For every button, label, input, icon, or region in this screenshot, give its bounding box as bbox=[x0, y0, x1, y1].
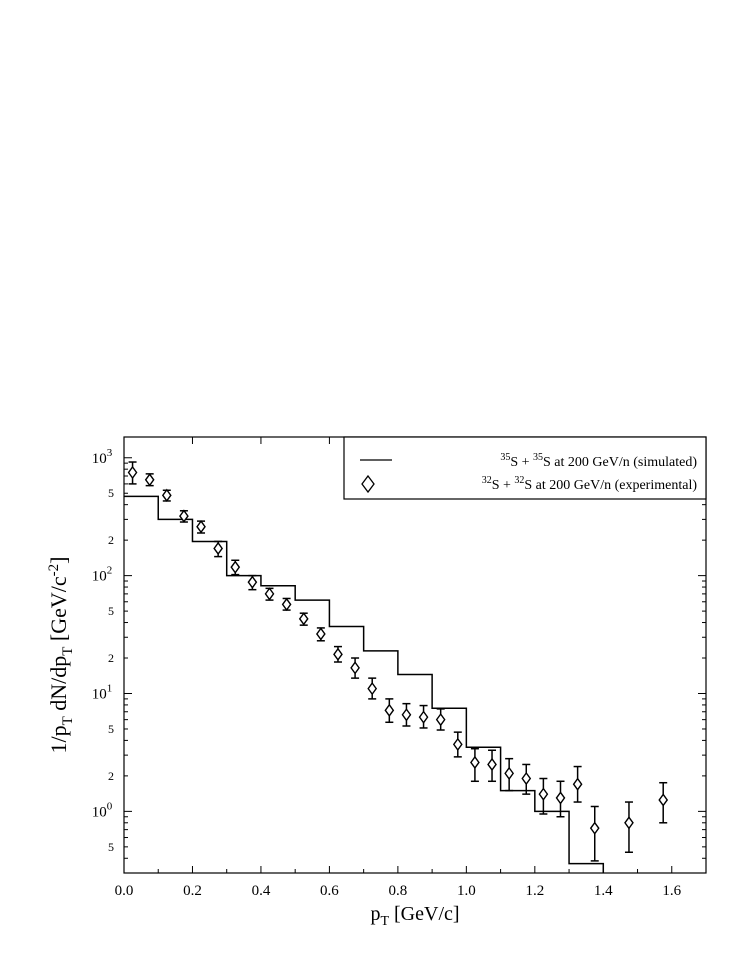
simulated-histogram-line bbox=[124, 495, 605, 873]
diamond-marker bbox=[144, 473, 155, 487]
y-axis: 100 101 102 103 5 2 5 2 5 2 5 bbox=[92, 447, 706, 874]
y-axis-label: 1/pT dN/dpT [GeV/c-2] bbox=[46, 556, 76, 753]
experimental-point bbox=[281, 597, 292, 612]
diamond-marker bbox=[230, 560, 241, 574]
diamond-marker bbox=[264, 587, 275, 601]
diamond-marker bbox=[452, 737, 463, 752]
experimental-point bbox=[179, 509, 189, 523]
experimental-point bbox=[521, 763, 532, 795]
x-tick-label: 0.8 bbox=[389, 883, 408, 899]
experimental-point bbox=[624, 801, 634, 853]
experimental-point bbox=[401, 702, 412, 727]
x-tick-label: 0.4 bbox=[252, 883, 271, 899]
experimental-point bbox=[555, 780, 566, 818]
y-tick-label: 102 bbox=[92, 565, 113, 585]
experimental-point bbox=[452, 731, 463, 758]
y-minor-tick-label: 2 bbox=[108, 533, 114, 547]
diamond-marker bbox=[435, 712, 446, 727]
diamond-marker bbox=[384, 703, 395, 718]
diamond-marker bbox=[350, 661, 360, 675]
x-tick-label: 1.6 bbox=[662, 883, 681, 899]
diamond-marker bbox=[281, 597, 292, 612]
diamond-marker bbox=[247, 575, 258, 589]
diamond-marker bbox=[624, 816, 634, 830]
diamond-marker bbox=[418, 710, 429, 724]
diamond-marker bbox=[487, 757, 497, 772]
diamond-marker bbox=[504, 766, 515, 781]
experimental-point bbox=[504, 757, 515, 792]
y-tick-label: 100 bbox=[92, 800, 113, 820]
legend: 35S + 35S at 200 GeV/n (simulated) 32S +… bbox=[343, 436, 707, 500]
experimental-point bbox=[333, 645, 343, 663]
experimental-point bbox=[435, 708, 446, 731]
x-tick-label: 0.0 bbox=[115, 883, 134, 899]
x-axis: 0.0 0.2 0.4 0.6 0.8 1.0 1.2 1.4 1.6 bbox=[115, 437, 707, 899]
experimental-point bbox=[196, 520, 206, 534]
diamond-marker bbox=[401, 708, 412, 722]
x-tick-label: 0.6 bbox=[320, 883, 339, 899]
experimental-series bbox=[127, 461, 669, 862]
experimental-point bbox=[538, 777, 549, 815]
diamond-marker bbox=[127, 465, 138, 480]
diamond-marker bbox=[315, 627, 326, 641]
x-tick-label: 0.2 bbox=[183, 883, 202, 899]
experimental-point bbox=[127, 461, 138, 485]
y-minor-tick-label: 5 bbox=[108, 486, 114, 500]
experimental-point bbox=[487, 749, 497, 783]
diamond-marker bbox=[298, 612, 309, 626]
diamond-marker bbox=[658, 793, 669, 807]
experimental-point bbox=[264, 587, 275, 601]
diamond-marker bbox=[538, 787, 549, 801]
y-minor-tick-label: 5 bbox=[108, 722, 114, 736]
experimental-point bbox=[572, 765, 583, 803]
legend-diamond-swatch bbox=[361, 474, 375, 494]
experimental-point bbox=[230, 559, 241, 576]
x-tick-label: 1.2 bbox=[525, 883, 544, 899]
simulated-series bbox=[124, 495, 605, 873]
experimental-point bbox=[589, 805, 600, 862]
diamond-marker bbox=[589, 821, 600, 835]
experimental-point bbox=[350, 657, 360, 679]
x-tick-label: 1.0 bbox=[457, 883, 476, 899]
legend-entry-experimental: 32S + 32S at 200 GeV/n (experimental) bbox=[482, 475, 698, 493]
diamond-marker bbox=[179, 509, 189, 523]
legend-box bbox=[343, 436, 707, 500]
experimental-point bbox=[247, 574, 258, 591]
diamond-marker bbox=[161, 488, 172, 503]
experimental-point bbox=[470, 747, 480, 783]
plot-frame bbox=[123, 436, 707, 874]
diamond-marker bbox=[470, 755, 480, 770]
x-axis-label: pT [GeV/c] bbox=[370, 903, 459, 929]
y-minor-tick-label: 2 bbox=[108, 769, 114, 783]
y-minor-tick-label: 5 bbox=[108, 840, 114, 854]
experimental-point bbox=[658, 781, 669, 824]
experimental-point bbox=[144, 473, 155, 487]
diamond-marker bbox=[367, 681, 378, 696]
y-minor-tick-label: 2 bbox=[108, 651, 114, 665]
y-minor-tick-label: 5 bbox=[108, 604, 114, 618]
diamond-marker bbox=[521, 771, 532, 786]
experimental-point bbox=[315, 627, 326, 642]
diamond-marker bbox=[572, 777, 583, 791]
experimental-point bbox=[367, 677, 378, 700]
x-tick-label: 1.4 bbox=[594, 883, 613, 899]
experimental-point bbox=[384, 698, 395, 724]
diamond-marker bbox=[196, 520, 206, 534]
experimental-point bbox=[418, 704, 429, 729]
y-tick-label: 103 bbox=[92, 447, 113, 467]
diamond-marker bbox=[555, 791, 566, 805]
experimental-point bbox=[161, 488, 172, 503]
legend-entry-simulated: 35S + 35S at 200 GeV/n (simulated) bbox=[500, 452, 697, 470]
diamond-marker bbox=[333, 647, 343, 662]
experimental-point bbox=[213, 540, 224, 558]
y-tick-label: 101 bbox=[92, 682, 113, 702]
experimental-point bbox=[298, 612, 309, 626]
diamond-marker bbox=[213, 541, 224, 556]
